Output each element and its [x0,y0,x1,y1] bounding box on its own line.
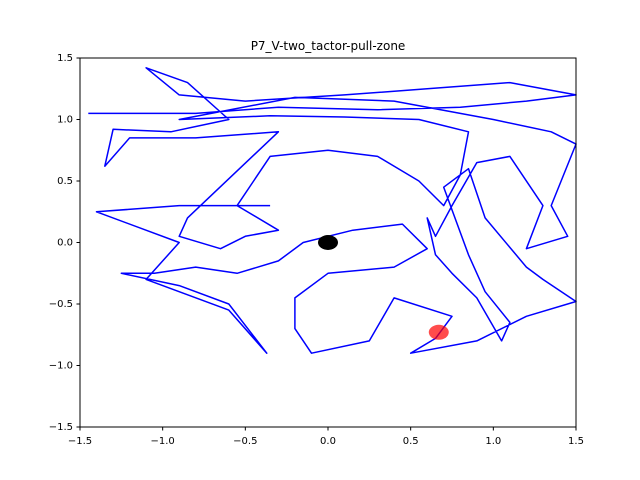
x-tick-label: 1.5 [568,436,584,447]
y-tick-label: 0.0 [57,238,73,249]
x-tick-label: 0.5 [403,436,419,447]
trajectory-line [88,67,577,354]
chart-title: P7_V-two_tactor-pull-zone [251,39,406,53]
y-tick-label: −1.5 [49,422,73,433]
x-tick-label: −1.5 [68,436,92,447]
x-tick-label: −0.5 [233,436,257,447]
y-tick-label: 1.0 [57,115,73,126]
x-tick-label: 1.0 [485,436,501,447]
y-tick-label: −0.5 [49,299,73,310]
marker-point [318,235,338,250]
y-tick-label: −1.0 [49,361,73,372]
x-tick-label: 0.0 [320,436,336,447]
y-tick-label: 1.5 [57,53,73,64]
marker-point [428,324,449,340]
x-tick-label: −1.0 [151,436,175,447]
y-tick-label: 0.5 [57,176,73,187]
